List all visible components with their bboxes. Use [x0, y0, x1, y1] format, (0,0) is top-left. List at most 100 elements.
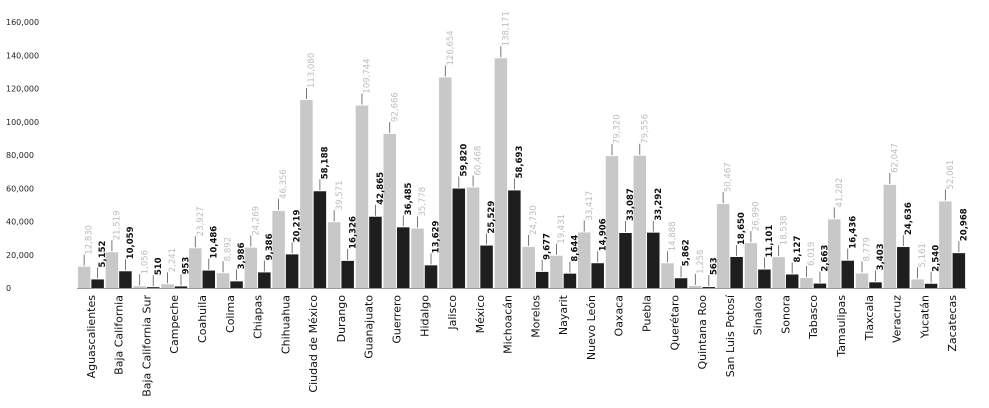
x-category-label: Chihuahua — [279, 295, 292, 354]
bar-series-a — [911, 279, 924, 288]
x-axis: Aguascalientes Baja California Baja Califo… — [77, 288, 966, 397]
data-label-series-b: 9,677 — [543, 233, 553, 260]
x-category-label: Nayarit — [557, 294, 570, 335]
y-tick-label: 20,000 — [6, 251, 34, 260]
bar-series-b — [313, 191, 327, 288]
bar-series-a — [689, 285, 702, 288]
x-category-label: Colima — [224, 295, 237, 333]
bar-series-a — [466, 187, 480, 288]
bar-series-a — [883, 184, 897, 288]
bar-series-b — [619, 232, 632, 288]
data-label-series-a: 62,047 — [890, 143, 900, 173]
x-category-label: Puebla — [641, 295, 654, 332]
bar-series-a — [244, 247, 258, 288]
data-label-series-a: 41,282 — [835, 178, 845, 208]
data-label-series-b: 9,386 — [265, 233, 275, 260]
bar-series-a — [300, 100, 313, 288]
bar-series-a — [133, 286, 146, 288]
data-label-series-b: 13,629 — [432, 220, 442, 253]
x-category-label: Ciudad de México — [307, 295, 320, 393]
data-label-series-a: 24,730 — [529, 205, 539, 235]
bar-series-a — [633, 155, 647, 288]
data-label-series-a: 18,538 — [779, 215, 789, 245]
data-label-series-a: 12,830 — [85, 225, 95, 255]
data-label-series-a: 5,161 — [918, 243, 928, 267]
x-category-label: México — [474, 295, 487, 334]
y-tick-label: 80,000 — [6, 151, 34, 160]
y-tick-label: 0 — [6, 284, 11, 293]
bar-series-a — [411, 228, 424, 288]
bar-series-b — [119, 271, 132, 288]
data-label-series-b: 11,101 — [765, 225, 775, 258]
bar-series-a — [327, 222, 341, 288]
bar-series-a — [772, 257, 785, 288]
bar-series-b — [535, 271, 549, 288]
bar-series-b — [758, 269, 771, 288]
bar-series-a — [216, 273, 230, 288]
bar-series-b — [369, 216, 382, 288]
x-category-label: Tamaulipas — [835, 295, 848, 358]
bar-series-b — [452, 188, 466, 288]
data-label-series-b: 8,127 — [793, 236, 803, 263]
data-label-series-b: 16,326 — [348, 216, 358, 249]
x-category-label: Morelos — [529, 295, 542, 338]
bar-series-b — [285, 254, 299, 288]
bar-series-b — [924, 283, 938, 288]
data-label-series-b: 10,486 — [209, 226, 219, 259]
data-label-series-a: 26,990 — [751, 201, 761, 231]
x-category-label: Tabasco — [807, 295, 820, 340]
bar-series-b — [869, 282, 882, 288]
bar-series-b — [480, 245, 493, 288]
x-category-label: Jalisco — [446, 295, 459, 331]
data-label-series-b: 33,087 — [626, 188, 636, 221]
x-category-label: San Luis Potosí — [724, 294, 737, 377]
data-label-series-a: 113,080 — [307, 53, 317, 88]
x-category-label: Campeche — [168, 295, 181, 354]
y-axis: 0 20,000 40,000 60,000 80,000 100,000 120,000 1… — [6, 18, 39, 293]
data-label-series-b: 8,644 — [571, 235, 581, 262]
x-category-label: Zacatecas — [946, 295, 959, 352]
x-category-label: Oaxaca — [613, 295, 626, 336]
bar-series-a — [189, 248, 202, 288]
data-label-series-b: 25,529 — [487, 201, 497, 234]
data-label-series-a: 138,171 — [501, 11, 511, 46]
bar-series-b — [146, 287, 160, 288]
bar-series-a — [494, 58, 508, 288]
bar-series-b — [730, 256, 743, 288]
bar-series-a — [827, 219, 841, 288]
data-label-series-a: 14,888 — [668, 222, 678, 252]
y-tick-label: 120,000 — [6, 85, 39, 94]
x-category-label: Quintana Roo — [696, 295, 709, 370]
y-tick-label: 60,000 — [6, 184, 34, 193]
data-label-series-a: 8,779 — [863, 237, 873, 261]
bar-series-a — [855, 273, 869, 288]
bar-series-a — [522, 246, 535, 288]
bar-series-b — [341, 260, 354, 288]
x-category-label: Guerrero — [390, 295, 403, 344]
data-label-series-a: 19,431 — [557, 214, 567, 244]
bar-series-a — [439, 77, 452, 288]
x-category-label: Sonora — [779, 295, 792, 334]
bar-series-b — [508, 190, 521, 288]
data-label-series-a: 23,927 — [196, 206, 206, 236]
data-label-series-b: 16,436 — [848, 216, 858, 249]
y-tick-label: 100,000 — [6, 118, 39, 127]
data-label-series-a: 52,061 — [946, 160, 956, 190]
data-label-series-a: 24,269 — [251, 206, 261, 236]
data-label-series-b: 24,636 — [904, 202, 914, 235]
bar-series-a — [105, 252, 119, 288]
x-category-label: Guanajuato — [363, 295, 376, 359]
x-category-label: Tlaxcala — [863, 295, 876, 341]
bar-series-a — [605, 156, 619, 288]
data-label-series-a: 35,778 — [418, 187, 428, 217]
bars — [77, 58, 966, 288]
bar-series-b — [841, 260, 854, 288]
bar-series-a — [744, 243, 758, 288]
data-label-series-b: 42,865 — [376, 172, 386, 205]
bar-series-b — [647, 232, 660, 288]
bar-series-b — [396, 227, 410, 288]
data-label-series-b: 3,986 — [237, 242, 247, 269]
data-label-series-a: 8,892 — [224, 237, 234, 261]
data-label-series-b: 2,663 — [821, 245, 831, 272]
